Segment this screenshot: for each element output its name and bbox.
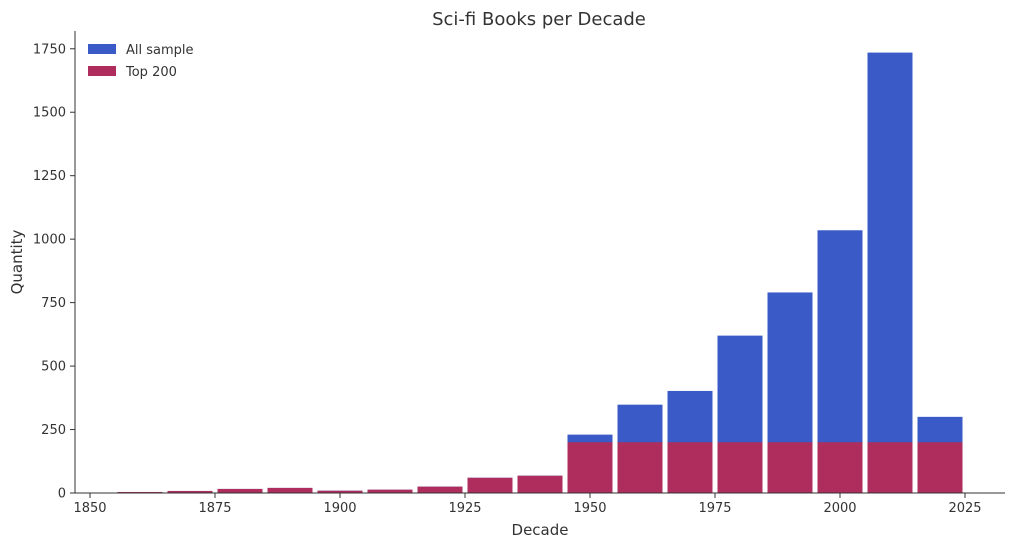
- x-ticks-group: 1850 1875 1900 1925 1950 1975 2000 2025: [73, 493, 982, 516]
- y-tick-label-1000: 1000: [33, 233, 66, 248]
- bar-top-200-1930: [467, 477, 513, 493]
- bar-top-200-1870: [167, 490, 213, 493]
- bar-top-200-1960: [617, 442, 663, 493]
- bar-top-200-2000: [817, 442, 863, 493]
- y-tick-label-1500: 1500: [33, 106, 66, 121]
- x-tick-label-2000: 2000: [823, 501, 856, 516]
- bar-top-200-1940: [517, 475, 563, 493]
- x-tick-label-1875: 1875: [198, 501, 231, 516]
- bars-group: [117, 52, 963, 493]
- y-tick-label-0: 0: [58, 487, 66, 502]
- chart-title: Sci-fi Books per Decade: [432, 9, 646, 30]
- axes-group: [74, 31, 1005, 494]
- x-tick-label-1950: 1950: [573, 501, 606, 516]
- bar-top-200-1910: [367, 489, 413, 493]
- y-tick-label-1250: 1250: [33, 169, 66, 184]
- bar-top-200-1990: [767, 442, 813, 493]
- y-axis-title: Quantity: [8, 229, 26, 294]
- x-tick-label-1850: 1850: [73, 501, 106, 516]
- legend-label-all-sample: All sample: [126, 43, 194, 58]
- legend-swatch-top-200: [88, 66, 116, 76]
- x-tick-label-2025: 2025: [948, 501, 981, 516]
- bar-top-200-1890: [267, 487, 313, 493]
- y-tick-label-250: 250: [41, 423, 66, 438]
- bar-top-200-1970: [667, 442, 713, 493]
- bar-top-200-1900: [317, 490, 363, 493]
- bar-top-200-1880: [217, 488, 263, 493]
- bar-top-200-1980: [717, 442, 763, 493]
- x-axis-title: Decade: [512, 521, 569, 539]
- y-tick-label-750: 750: [41, 296, 66, 311]
- y-ticks-group: 0 250 500 750 1000 1250 1500 1750: [33, 42, 75, 502]
- x-tick-label-1975: 1975: [698, 501, 731, 516]
- bar-top-200-1950: [567, 442, 613, 493]
- y-tick-label-1750: 1750: [33, 42, 66, 57]
- bar-top-200-2010: [867, 442, 913, 493]
- legend-swatch-all-sample: [88, 44, 116, 54]
- bar-top-200-2020: [917, 442, 963, 493]
- y-tick-label-500: 500: [41, 360, 66, 375]
- x-tick-label-1925: 1925: [448, 501, 481, 516]
- bar-top-200-1860: [117, 491, 163, 493]
- legend-label-top-200: Top 200: [125, 65, 177, 80]
- bar-top-200-1920: [417, 486, 463, 493]
- legend: All sample Top 200: [88, 43, 194, 80]
- bar-all-sample-2010: [867, 52, 913, 493]
- x-tick-label-1900: 1900: [323, 501, 356, 516]
